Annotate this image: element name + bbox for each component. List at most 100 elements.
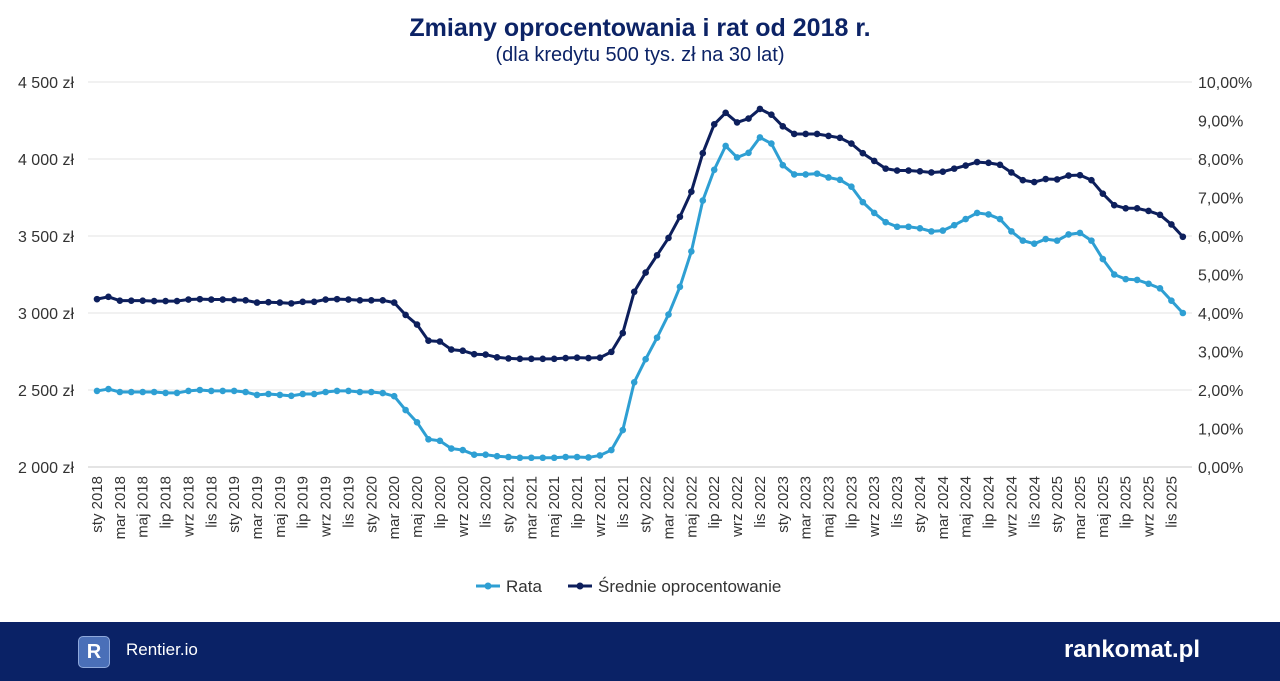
data-point xyxy=(93,295,101,303)
data-point xyxy=(1110,201,1118,209)
data-point xyxy=(265,390,272,398)
data-point xyxy=(950,165,958,172)
data-point xyxy=(562,354,569,362)
left-tick-label: 2 500 zł xyxy=(18,383,74,400)
x-tick-label: lis 2022 xyxy=(752,476,769,528)
x-tick-label: wrz 2024 xyxy=(1003,476,1020,538)
data-point xyxy=(825,132,832,140)
data-point xyxy=(985,159,992,167)
data-point xyxy=(436,437,444,445)
x-tick-label: lip 2025 xyxy=(1118,476,1135,529)
data-point xyxy=(756,134,764,141)
data-point xyxy=(230,387,238,395)
data-point xyxy=(196,295,204,303)
data-point xyxy=(962,162,969,169)
data-point xyxy=(550,454,558,462)
data-point xyxy=(208,296,215,303)
chart-title: Zmiany oprocentowania i rat od 2018 r. xyxy=(409,14,871,42)
data-point xyxy=(516,355,524,363)
left-tick-label: 3 000 zł xyxy=(18,306,74,323)
data-point xyxy=(665,234,672,242)
data-point xyxy=(779,161,787,169)
data-point xyxy=(459,347,467,355)
right-tick-label: 9,00% xyxy=(1198,114,1243,131)
data-point xyxy=(665,311,672,318)
data-point xyxy=(996,215,1004,223)
data-point xyxy=(1168,297,1175,304)
right-tick-label: 8,00% xyxy=(1198,152,1243,169)
x-tick-label: lis 2025 xyxy=(1163,476,1180,528)
data-point xyxy=(528,454,535,462)
data-point xyxy=(390,392,398,400)
data-point xyxy=(356,296,364,304)
data-point xyxy=(413,419,421,426)
data-point xyxy=(939,168,947,176)
x-tick-label: maj 2023 xyxy=(821,476,838,538)
data-point xyxy=(493,353,501,361)
data-point xyxy=(882,165,889,172)
data-point xyxy=(928,228,935,235)
data-point xyxy=(1053,176,1061,183)
data-point xyxy=(870,157,878,165)
x-tick-label: sty 2021 xyxy=(500,476,517,533)
data-point xyxy=(1099,190,1107,197)
data-point xyxy=(139,297,147,304)
data-point xyxy=(813,130,821,138)
data-point xyxy=(105,385,112,393)
x-tick-label: wrz 2018 xyxy=(180,476,197,538)
x-tick-label: lis 2024 xyxy=(1026,476,1043,528)
right-tick-label: 5,00% xyxy=(1198,268,1243,285)
x-tick-label: mar 2023 xyxy=(798,476,815,539)
data-point xyxy=(882,218,889,226)
chart-subtitle: (dla kredytu 500 tys. zł na 30 lat) xyxy=(495,44,785,66)
data-point xyxy=(390,299,398,306)
data-point xyxy=(1042,175,1049,183)
data-point xyxy=(1122,275,1129,283)
x-tick-label: mar 2024 xyxy=(935,476,952,539)
data-point xyxy=(768,111,775,119)
left-tick-label: 4 500 zł xyxy=(18,75,74,92)
data-point xyxy=(505,453,512,461)
data-point xyxy=(288,300,295,307)
data-point xyxy=(333,295,341,303)
data-point xyxy=(619,329,627,337)
data-point xyxy=(1088,237,1095,244)
data-point xyxy=(299,390,307,398)
left-tick-label: 2 000 zł xyxy=(18,460,74,477)
data-point xyxy=(893,167,901,174)
legend-label: Średnie oprocentowanie xyxy=(598,577,781,596)
right-tick-label: 2,00% xyxy=(1198,383,1243,400)
data-point xyxy=(265,298,272,306)
data-point xyxy=(139,388,147,396)
data-point xyxy=(185,296,192,303)
data-point xyxy=(173,297,181,305)
data-point xyxy=(242,388,249,396)
data-point xyxy=(619,426,627,434)
x-tick-label: sty 2025 xyxy=(1049,476,1066,533)
data-point xyxy=(916,168,924,175)
data-point xyxy=(802,130,809,138)
data-point xyxy=(322,388,329,396)
data-point xyxy=(1065,231,1072,238)
data-point xyxy=(859,149,867,157)
data-point xyxy=(642,269,649,276)
data-point xyxy=(1076,171,1084,179)
data-point xyxy=(150,388,158,396)
data-point xyxy=(905,223,912,231)
data-point xyxy=(1030,240,1038,247)
data-point xyxy=(790,130,798,138)
x-tick-label: lip 2021 xyxy=(569,476,586,529)
x-tick-label: mar 2022 xyxy=(661,476,678,539)
x-tick-label: sty 2023 xyxy=(775,476,792,533)
data-point xyxy=(219,296,227,303)
x-tick-label: mar 2025 xyxy=(1072,476,1089,539)
data-point xyxy=(802,171,809,178)
x-tick-label: wrz 2023 xyxy=(866,476,883,538)
data-point xyxy=(1145,280,1152,288)
x-tick-label: lis 2018 xyxy=(203,476,220,528)
data-point xyxy=(848,140,855,147)
data-point xyxy=(688,188,695,196)
data-point xyxy=(745,149,752,157)
x-tick-label: wrz 2019 xyxy=(318,476,335,538)
data-point xyxy=(528,355,535,363)
